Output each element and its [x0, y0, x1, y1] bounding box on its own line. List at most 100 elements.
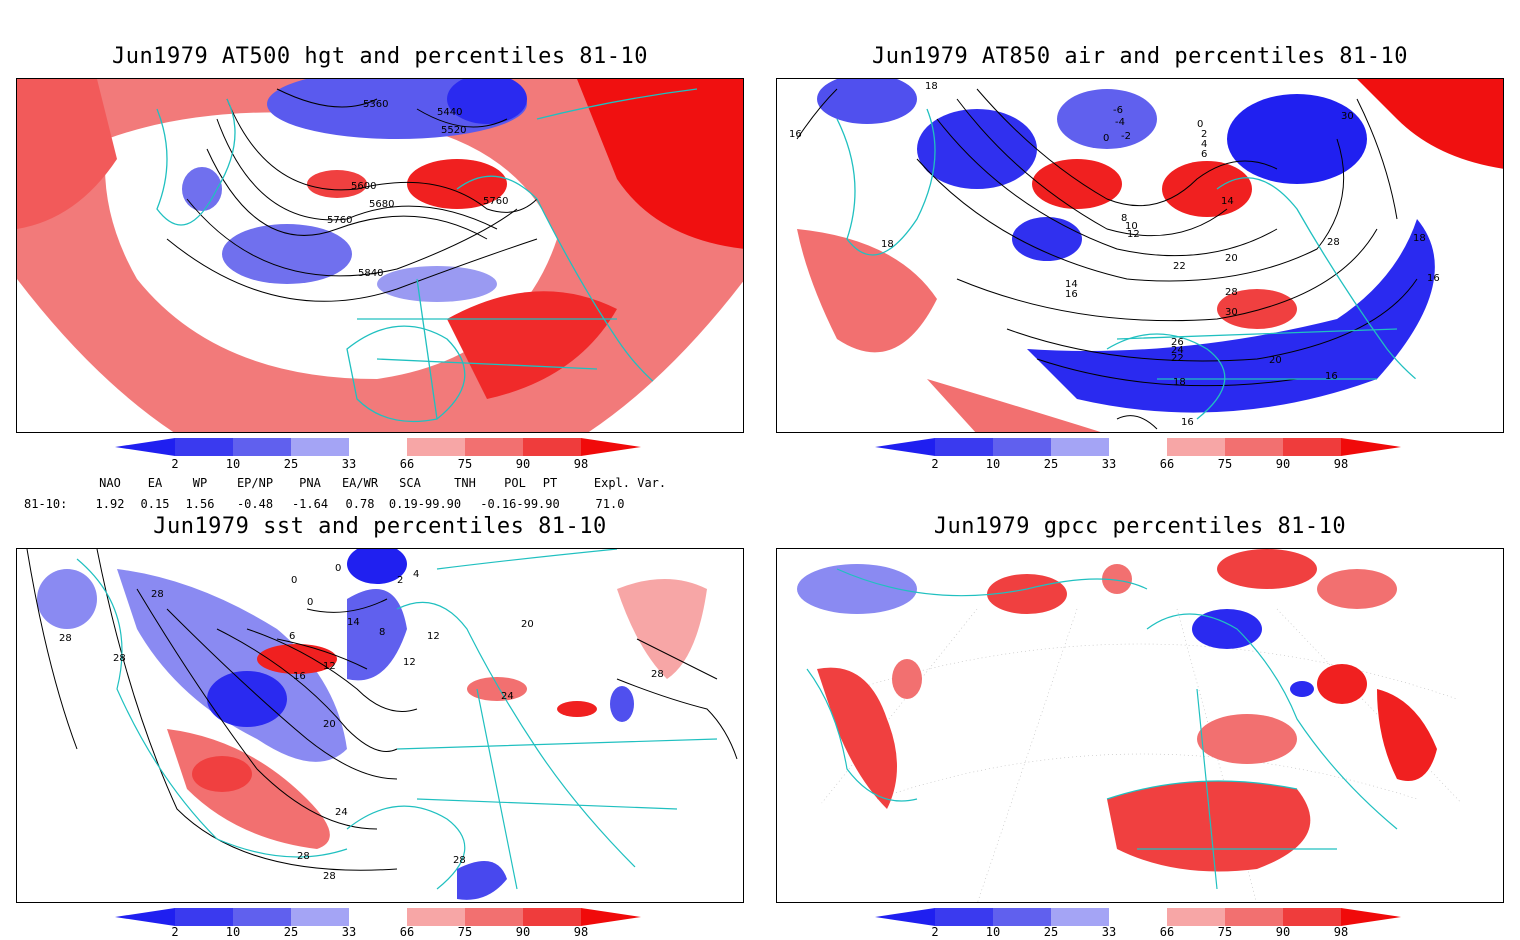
contour-label: 0	[1103, 133, 1109, 144]
map-air850-red-anomaly-europe	[1162, 161, 1252, 217]
colorbar-label: 33	[341, 457, 357, 471]
map-hgt500-red-anomaly-europe	[407, 159, 507, 209]
contour-label: 28	[323, 871, 336, 882]
contour-label: 0	[1197, 119, 1203, 130]
colorbar-label: 10	[985, 457, 1001, 471]
colorbar-segment	[115, 908, 175, 926]
colorbar-segment	[875, 908, 935, 926]
contour-label: 16	[789, 129, 802, 140]
index-value: 0.19-99.90	[388, 497, 462, 511]
map-gpcc-red-anomaly-southeast	[1377, 689, 1437, 781]
map-hgt500-contours	[166, 88, 538, 302]
contour-label: -4	[1115, 117, 1125, 128]
contour-label: 5360	[363, 99, 388, 110]
index-value: -1.64	[291, 497, 329, 511]
contour-label: 28	[453, 855, 466, 866]
contour-label: 28	[151, 589, 164, 600]
contour-label: 26	[1171, 337, 1184, 348]
map-air850-blue-anomaly-south	[1027, 219, 1435, 413]
index-value: 1.92	[95, 497, 125, 511]
contour-label: 8	[1121, 213, 1127, 224]
contour-label: 16	[1181, 417, 1194, 428]
map-sst-blue-anomaly-south	[457, 861, 507, 900]
colorbar-label: 2	[931, 925, 939, 939]
map-sst-blue-anomaly-labrador	[347, 589, 407, 681]
map-gpcc-red-patch	[1102, 564, 1132, 594]
colorbar-segment	[291, 438, 349, 456]
contour-label: 16	[1065, 289, 1078, 300]
map-air850-contour-labels: 18 16 -6 -4 -2 0 0 2 4 6 30 14 8 10 12 1…	[789, 81, 1440, 428]
colorbar-label: 90	[1275, 925, 1291, 939]
map-gpcc-blue-anomaly-north	[797, 564, 917, 614]
colorbar-label: 10	[225, 457, 241, 471]
map-gpcc-coastlines	[806, 568, 1398, 890]
panel-title-sst: Jun1979 sst and percentiles 81-10	[153, 514, 607, 539]
map-sst-svg: 28 28 28 0 0 2 4 0 14 8 12 6 12 16 20 12…	[17, 549, 743, 902]
colorbar-segment	[875, 438, 935, 456]
contour-label: 18	[925, 81, 938, 92]
index-header: Expl. Var.	[593, 476, 667, 490]
contour-label: 28	[1327, 237, 1340, 248]
contour-label: 12	[403, 657, 416, 668]
contour-label: 16	[293, 671, 306, 682]
map-hgt500-red-anomaly-mid	[307, 170, 367, 198]
map-hgt500: 5360 5440 5520 5600 5680 5760 5760 5840	[16, 78, 744, 433]
map-sst-blue-anomaly-north	[347, 549, 407, 584]
map-hgt500-blue-anomaly-south	[377, 266, 497, 302]
contour-label: 12	[427, 631, 440, 642]
contour-label: 28	[59, 633, 72, 644]
colorbar-segment	[993, 438, 1051, 456]
contour-label: -2	[1121, 131, 1131, 142]
contour-label: 5520	[441, 125, 466, 136]
colorbar-segment	[523, 438, 581, 456]
index-value: -0.48	[236, 497, 274, 511]
map-air850-red-anomaly-south	[927, 379, 1107, 432]
contour-label: 16	[1325, 371, 1338, 382]
contour-label: 2	[1201, 129, 1207, 140]
map-hgt500-blue-anomaly-atlantic	[222, 224, 352, 284]
colorbar-segment	[1341, 438, 1401, 456]
map-gpcc-red-patch	[892, 659, 922, 699]
index-values: 81-10: 1.92 0.15 1.56 -0.48 -1.64 0.78 0…	[0, 497, 760, 513]
contour-label: 5440	[437, 107, 462, 118]
index-header: TNH	[454, 476, 476, 490]
map-sst-blue-anomaly-west	[37, 569, 97, 629]
colorbar-segment	[407, 438, 465, 456]
colorbar-label: 33	[1101, 925, 1117, 939]
map-gpcc-red-anomaly-east	[1317, 569, 1397, 609]
index-row-label: 81-10:	[24, 497, 68, 511]
contour-label: 14	[347, 617, 360, 628]
contour-label: 5760	[483, 196, 508, 207]
panel-title-air850: Jun1979 AT850 air and percentiles 81-10	[871, 44, 1409, 69]
index-value: 71.0	[595, 497, 625, 511]
map-air850-red-anomaly-east	[1357, 79, 1503, 169]
colorbar-label: 66	[1159, 457, 1175, 471]
index-header: NAO	[99, 476, 121, 490]
index-header: POL	[504, 476, 526, 490]
colorbar-label: 2	[931, 457, 939, 471]
colorbar-segment	[1167, 438, 1225, 456]
map-gpcc-red-anomaly-west	[817, 667, 897, 809]
colorbar-label: 90	[515, 457, 531, 471]
contour-label: 14	[1221, 196, 1234, 207]
contour-label: 28	[297, 851, 310, 862]
contour-label: 28	[1225, 287, 1238, 298]
map-hgt500-red-anomaly-southeast	[447, 291, 617, 399]
contour-label: 20	[1269, 355, 1282, 366]
colorbar-labels-air850: 2 10 25 33 66 75 90 98	[875, 457, 1405, 473]
colorbar-label: 25	[283, 457, 299, 471]
colorbar-label: 10	[985, 925, 1001, 939]
map-gpcc-blue-anomaly-europe	[1192, 609, 1262, 649]
colorbar-label: 66	[399, 457, 415, 471]
colorbar-segment	[175, 438, 233, 456]
contour-label: 28	[651, 669, 664, 680]
contour-label: 14	[1065, 279, 1078, 290]
map-hgt500-blue-core	[447, 79, 527, 124]
colorbar-segment	[1225, 908, 1283, 926]
colorbar-gpcc	[875, 908, 1401, 926]
index-value: -0.16-99.90	[480, 497, 560, 511]
colorbar-label: 98	[573, 457, 589, 471]
contour-label: 24	[501, 691, 514, 702]
contour-label: 4	[413, 569, 419, 580]
map-air850-contours	[796, 88, 1418, 430]
